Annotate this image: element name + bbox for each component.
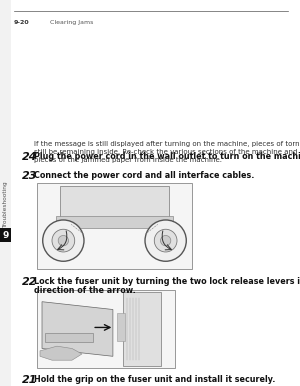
- Bar: [60, 186, 169, 219]
- Circle shape: [52, 229, 75, 252]
- Bar: [117, 313, 125, 341]
- Circle shape: [160, 235, 171, 246]
- Text: still be remaining inside. Re-check the various sections of the machine and remo: still be remaining inside. Re-check the …: [34, 149, 300, 155]
- Text: 23: 23: [22, 171, 38, 181]
- Circle shape: [58, 235, 68, 246]
- Circle shape: [43, 220, 84, 261]
- Text: Plug the power cord in the wall outlet to turn on the machine.: Plug the power cord in the wall outlet t…: [34, 152, 300, 161]
- Text: 9: 9: [2, 230, 9, 239]
- Text: pieces of the jammed paper from inside the machine.: pieces of the jammed paper from inside t…: [34, 157, 222, 163]
- Text: 24: 24: [22, 152, 38, 162]
- Text: 21: 21: [22, 375, 38, 385]
- Circle shape: [145, 220, 186, 261]
- Polygon shape: [40, 346, 82, 360]
- Text: direction of the arrow.: direction of the arrow.: [34, 286, 136, 295]
- Text: Troubleshooting: Troubleshooting: [3, 182, 8, 228]
- Bar: [37, 290, 175, 368]
- Polygon shape: [42, 302, 113, 356]
- Bar: [37, 183, 192, 269]
- Text: Lock the fuser unit by turning the two lock release levers in the: Lock the fuser unit by turning the two l…: [34, 277, 300, 286]
- Text: Connect the power cord and all interface cables.: Connect the power cord and all interface…: [34, 171, 254, 180]
- Bar: [0, 228, 11, 242]
- Bar: [0, 0, 11, 386]
- Bar: [45, 333, 93, 342]
- Text: 22: 22: [22, 277, 38, 287]
- Text: 9-20: 9-20: [14, 20, 30, 25]
- Circle shape: [154, 229, 177, 252]
- Bar: [123, 292, 161, 366]
- Text: Hold the grip on the fuser unit and install it securely.: Hold the grip on the fuser unit and inst…: [34, 375, 275, 384]
- Text: Clearing Jams: Clearing Jams: [50, 20, 93, 25]
- Text: If the message is still displayed after turning on the machine, pieces of torn p: If the message is still displayed after …: [34, 141, 300, 147]
- Bar: [56, 216, 173, 228]
